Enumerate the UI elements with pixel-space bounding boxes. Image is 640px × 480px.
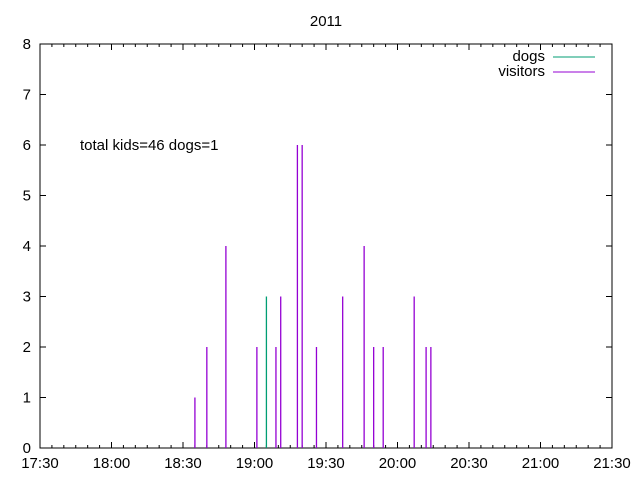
axis-ticks [39, 43, 613, 449]
legend: dogs visitors [498, 48, 595, 80]
x-tick-label: 20:30 [450, 455, 488, 472]
y-tick-label: 1 [23, 390, 31, 407]
x-tick-label: 18:00 [93, 455, 131, 472]
y-tick-label: 2 [23, 339, 31, 356]
x-tick-label: 19:00 [236, 455, 274, 472]
chart-title: 2011 [310, 13, 342, 30]
annotation-totals: total kids=46 dogs=1 [80, 137, 218, 154]
y-tick-label: 7 [23, 87, 31, 104]
y-tick-label: 4 [23, 238, 31, 255]
legend-label-visitors: visitors [498, 63, 545, 80]
y-tick-labels: 0 1 2 3 4 5 6 7 8 [23, 36, 31, 457]
x-tick-label: 18:30 [164, 455, 202, 472]
y-tick-label: 6 [23, 137, 31, 154]
x-tick-label: 21:30 [593, 455, 631, 472]
y-tick-label: 8 [23, 36, 31, 53]
y-tick-label: 3 [23, 289, 31, 306]
bars [194, 145, 432, 448]
y-tick-label: 5 [23, 188, 31, 205]
x-tick-label: 19:30 [307, 455, 345, 472]
plot-border [39, 43, 613, 449]
x-tick-label: 21:00 [522, 455, 560, 472]
legend-label-dogs: dogs [512, 48, 545, 65]
x-tick-label: 20:00 [379, 455, 417, 472]
y-tick-label: 0 [23, 440, 31, 457]
x-tick-labels: 17:30 18:00 18:30 19:00 19:30 20:00 20:30 21:00… [21, 455, 631, 472]
x-tick-label: 17:30 [21, 455, 59, 472]
